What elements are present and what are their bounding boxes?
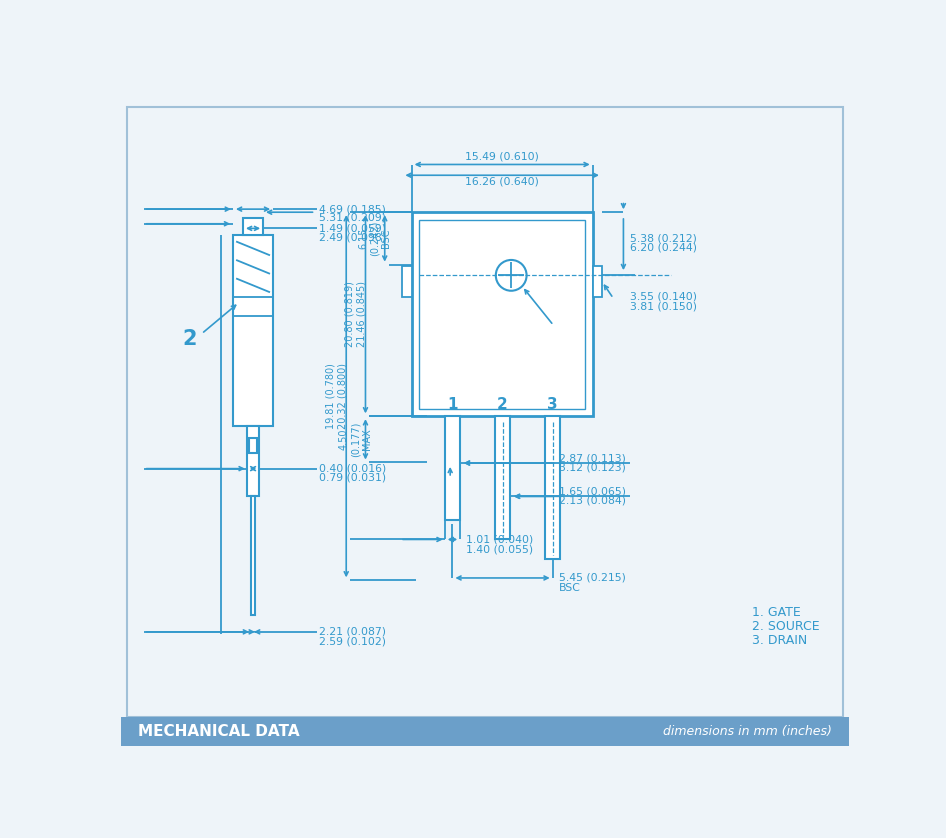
- Text: 2.13 (0.084): 2.13 (0.084): [559, 496, 625, 506]
- Bar: [445, 416, 460, 520]
- Text: 2: 2: [183, 329, 197, 349]
- Text: 6.15
(0.242)
BSC: 6.15 (0.242) BSC: [359, 220, 392, 256]
- Text: 16.26 (0.640): 16.26 (0.640): [465, 177, 539, 186]
- Text: 2. SOURCE: 2. SOURCE: [752, 620, 819, 633]
- Text: 4.69 (0.185): 4.69 (0.185): [319, 204, 386, 215]
- Text: 15.49 (0.610): 15.49 (0.610): [465, 152, 539, 162]
- Text: 0.40 (0.016): 0.40 (0.016): [319, 463, 387, 473]
- Text: 5.38 (0.212): 5.38 (0.212): [630, 234, 696, 243]
- Text: 2.49 (0.098): 2.49 (0.098): [319, 233, 386, 243]
- Text: 6.20 (0.244): 6.20 (0.244): [630, 243, 696, 252]
- Bar: [495, 416, 510, 540]
- Text: 0.79 (0.031): 0.79 (0.031): [319, 473, 386, 483]
- Text: 2.87 (0.113): 2.87 (0.113): [559, 453, 625, 463]
- Text: 4.50
(0.177)
MAX: 4.50 (0.177) MAX: [339, 422, 372, 457]
- Bar: [233, 235, 273, 427]
- Text: 5.45 (0.215): 5.45 (0.215): [559, 573, 625, 583]
- Text: 20.80 (0.819)
21.46 (0.845): 20.80 (0.819) 21.46 (0.845): [344, 282, 366, 347]
- Text: 2.21 (0.087): 2.21 (0.087): [319, 627, 386, 637]
- Text: 3.55 (0.140): 3.55 (0.140): [630, 292, 696, 302]
- Text: 3: 3: [548, 397, 558, 412]
- Text: 2.59 (0.102): 2.59 (0.102): [319, 636, 386, 646]
- Text: 19.81 (0.780)
20.32 (0.800): 19.81 (0.780) 20.32 (0.800): [325, 363, 347, 429]
- Text: 1.65 (0.065): 1.65 (0.065): [559, 487, 625, 497]
- Text: 3.12 (0.123): 3.12 (0.123): [559, 463, 625, 473]
- Text: MECHANICAL DATA: MECHANICAL DATA: [137, 724, 299, 738]
- Text: 1. GATE: 1. GATE: [752, 606, 800, 619]
- Text: 5.31 (0.209): 5.31 (0.209): [319, 213, 386, 223]
- Text: 1: 1: [447, 397, 458, 412]
- Bar: [121, 716, 850, 746]
- Text: 3. DRAIN: 3. DRAIN: [752, 634, 807, 647]
- Bar: [251, 495, 255, 615]
- Text: 1.40 (0.055): 1.40 (0.055): [466, 545, 534, 555]
- Text: 3.81 (0.150): 3.81 (0.150): [630, 301, 696, 311]
- Text: 2: 2: [498, 397, 508, 412]
- Bar: [249, 437, 257, 453]
- Bar: [243, 219, 263, 235]
- Bar: [545, 416, 560, 559]
- Text: 1.01 (0.040): 1.01 (0.040): [466, 535, 534, 545]
- Bar: [592, 266, 602, 297]
- Text: dimensions in mm (inches): dimensions in mm (inches): [663, 725, 832, 737]
- Text: 1.49 (0.059): 1.49 (0.059): [319, 224, 386, 233]
- Bar: [419, 220, 585, 409]
- Bar: [412, 212, 592, 416]
- Bar: [247, 427, 259, 495]
- Bar: [402, 266, 412, 297]
- Text: BSC: BSC: [559, 583, 581, 593]
